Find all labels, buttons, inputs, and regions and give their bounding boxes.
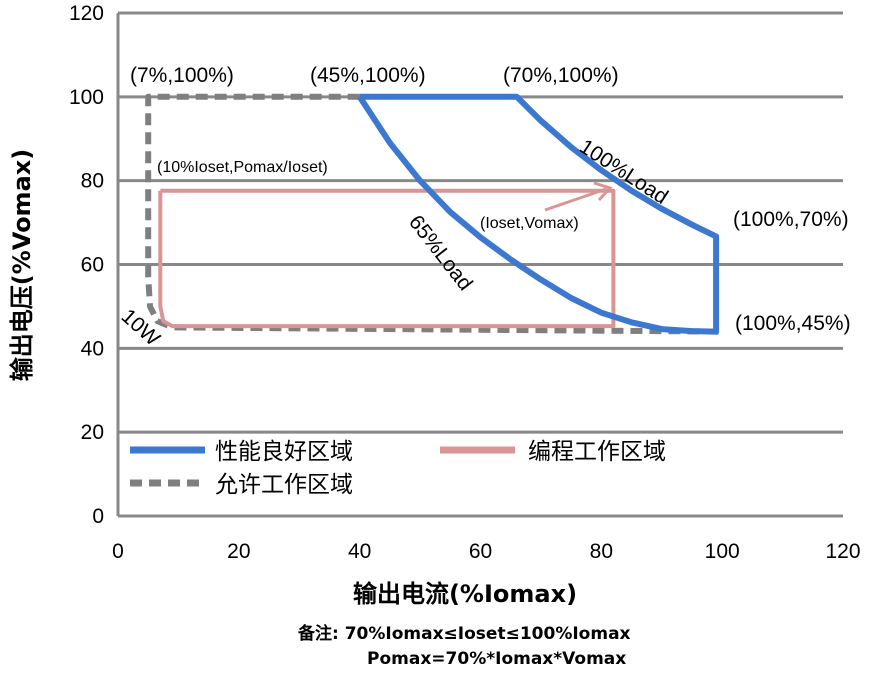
annotation-7-100: (7%,100%) xyxy=(130,64,234,87)
y-tick-label: 40 xyxy=(81,337,104,360)
series-line-0 xyxy=(357,93,720,335)
y-tick-label: 0 xyxy=(92,505,104,528)
annotation-10w: 10W xyxy=(117,305,165,351)
legend-label-good: 性能良好区域 xyxy=(215,439,353,465)
annotation-100-load: 100%Load xyxy=(575,135,672,209)
annotation-pomax: (10%Ioset,Pomax/Ioset) xyxy=(157,159,328,176)
annotation-100-45: (100%,45%) xyxy=(735,312,851,335)
annotation-100-70: (100%,70%) xyxy=(733,208,849,231)
y-tick-label: 100 xyxy=(69,86,104,109)
y-tick-labels: 0 20 40 60 80 100 120 xyxy=(69,2,104,528)
ioset-arrow xyxy=(544,187,607,212)
y-tick-label: 80 xyxy=(81,170,104,193)
x-tick-label: 80 xyxy=(590,540,613,563)
x-tick-labels: 0 20 40 60 80 100 120 xyxy=(112,540,860,563)
y-tick-label: 120 xyxy=(69,2,104,25)
series-line-2 xyxy=(158,188,616,329)
ioset-arrow-head xyxy=(593,181,613,202)
x-tick-label: 60 xyxy=(469,540,492,563)
y-tick-label: 60 xyxy=(81,254,104,277)
x-tick-label: 120 xyxy=(825,540,860,563)
x-tick-label: 100 xyxy=(705,540,740,563)
legend-label-allowed: 允许工作区域 xyxy=(215,472,353,498)
series-line-1 xyxy=(145,93,723,335)
y-axis-label: 输出电压(%Vomax) xyxy=(8,149,36,381)
annotation-45-100: (45%,100%) xyxy=(310,64,426,87)
series-group xyxy=(145,93,723,335)
x-axis-label: 输出电流(%Iomax) xyxy=(353,580,577,608)
legend-label-program: 编程工作区域 xyxy=(528,439,666,465)
annotation-70-100: (70%,100%) xyxy=(503,64,619,87)
y-tick-label: 20 xyxy=(81,421,104,444)
note-line-1: 备注: 70%Iomax≤Ioset≤100%Iomax xyxy=(297,623,631,644)
x-tick-label: 20 xyxy=(227,540,250,563)
note-line-2: Pomax=70%*Iomax*Vomax xyxy=(367,649,626,669)
x-tick-label: 40 xyxy=(348,540,371,563)
legend: 性能良好区域 编程工作区域 允许工作区域 xyxy=(130,439,666,498)
x-tick-label: 0 xyxy=(112,540,124,563)
annotation-ioset-vomax: (Ioset,Vomax) xyxy=(480,215,579,232)
